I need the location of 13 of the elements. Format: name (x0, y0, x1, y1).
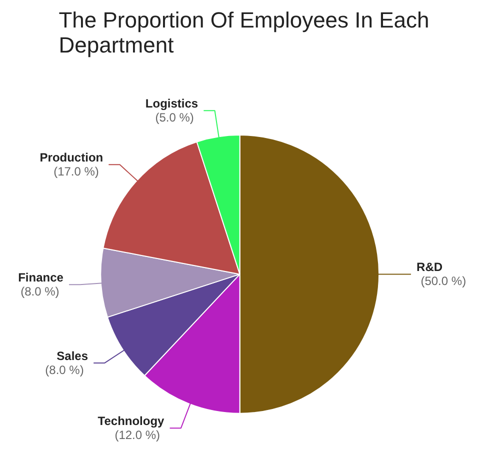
slice-label: Production (40, 150, 104, 165)
slice-label: Finance (18, 270, 64, 285)
data-label: (8.0 %) (20, 284, 60, 299)
slice-label: Technology (98, 414, 165, 428)
slice-label: Logistics (145, 96, 198, 111)
slice-label: R&D (416, 260, 443, 274)
data-label: (5.0 %) (155, 110, 194, 125)
data-label: (8.0 %) (45, 362, 84, 377)
chart-title: The Proportion Of Employees In Each Department (58, 8, 430, 58)
data-label: (12.0 %) (114, 428, 160, 442)
data-label: (50.0 %) (420, 274, 466, 288)
slice-label: Sales (56, 348, 88, 363)
data-label: (17.0 %) (54, 164, 99, 179)
